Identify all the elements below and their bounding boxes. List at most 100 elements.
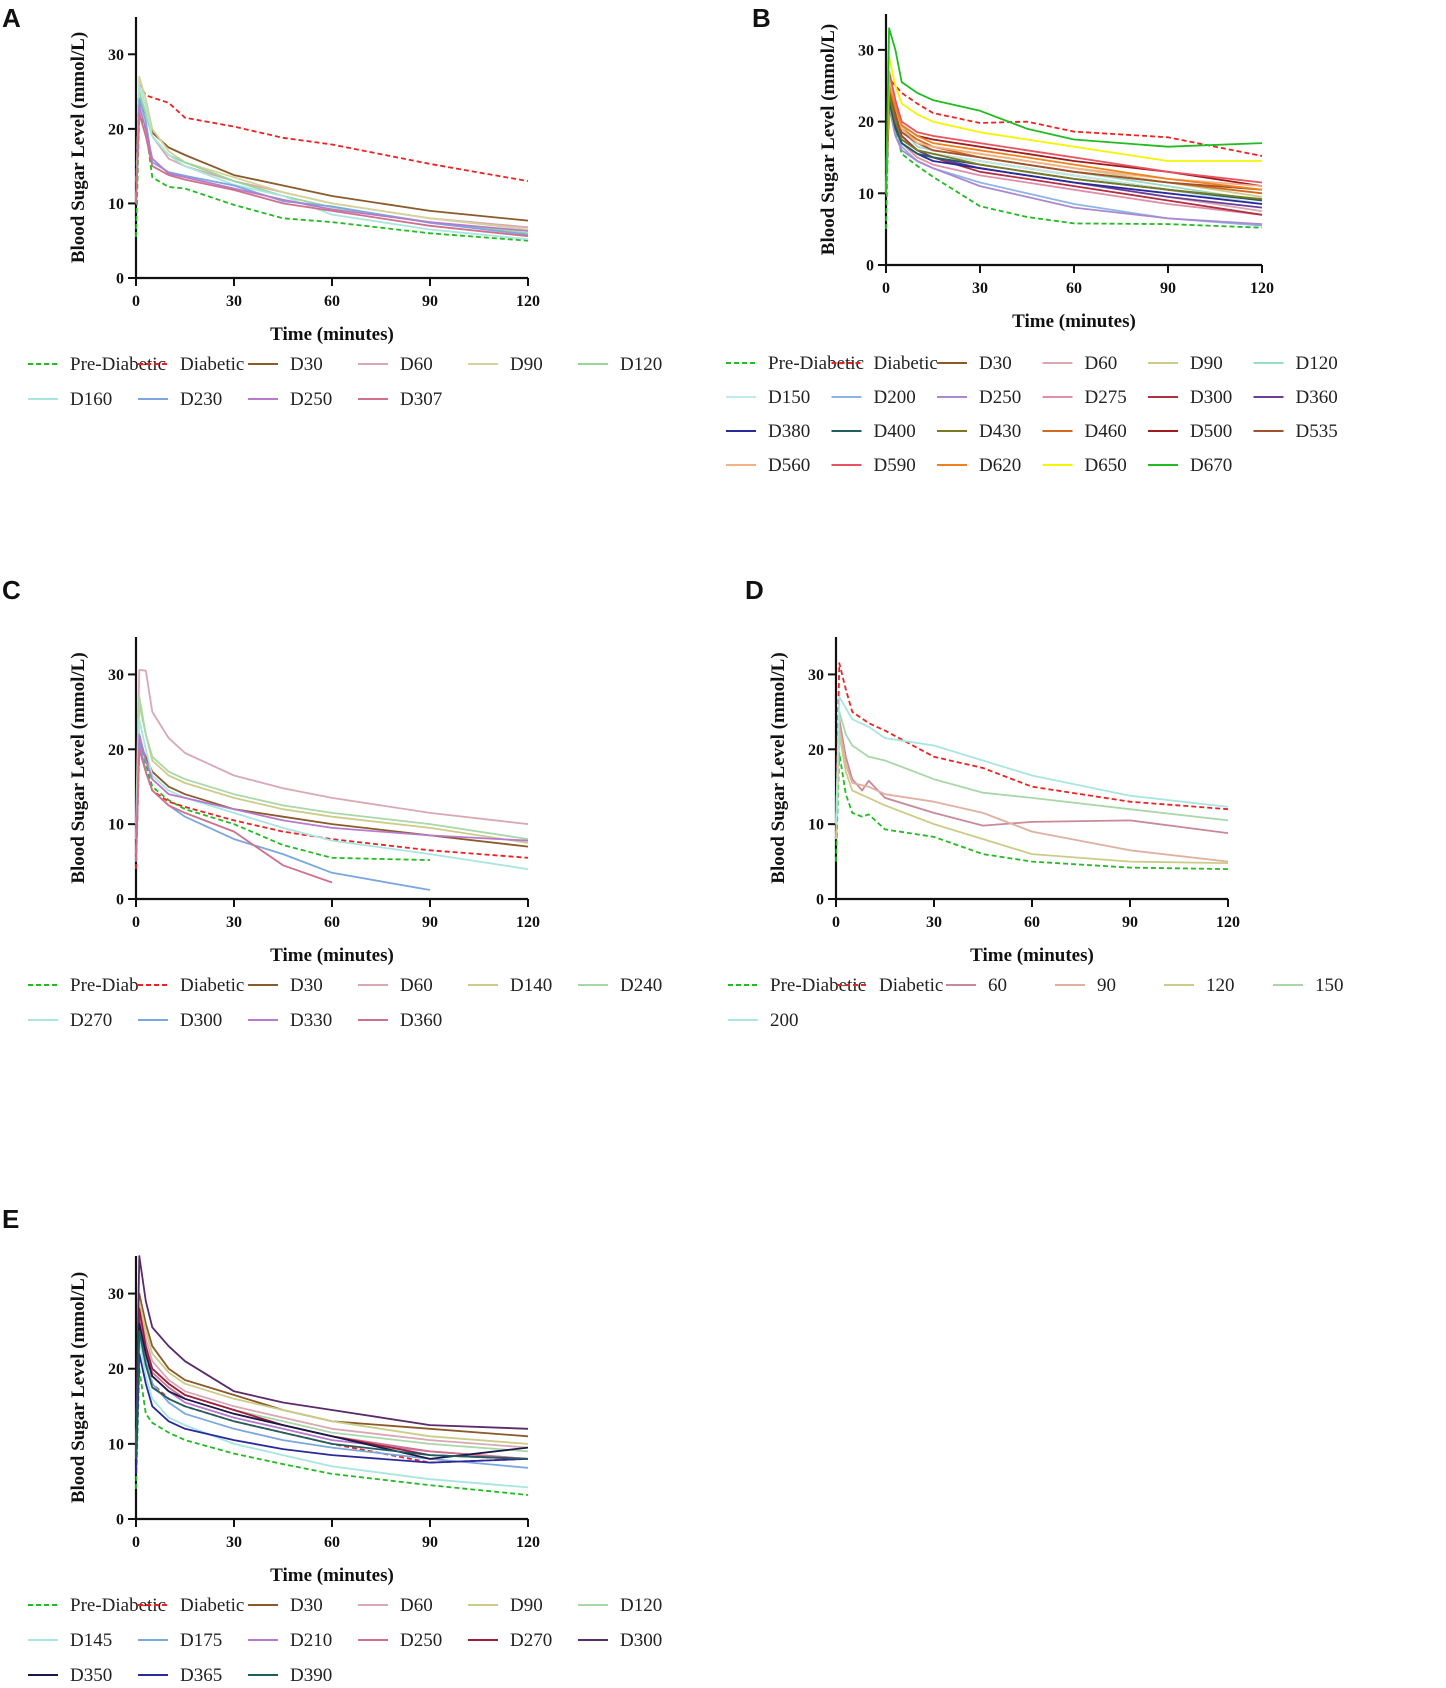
series-line-d230 <box>135 98 529 236</box>
y-tick-label: 10 <box>858 186 874 203</box>
y-tick-label: 0 <box>816 892 824 909</box>
y-tick-label: 0 <box>116 271 124 288</box>
legend-label: D300 <box>180 1010 222 1031</box>
legend-label: Diabetic <box>180 354 244 375</box>
legend-label: D120 <box>620 354 662 375</box>
x-tick-label: 0 <box>132 293 140 310</box>
panel-letter: D <box>745 575 764 605</box>
series-line-d670 <box>885 27 1263 194</box>
x-tick-label: 30 <box>972 280 988 297</box>
x-tick-label: 90 <box>1122 914 1138 931</box>
legend-label: Pre-Diabetic <box>768 353 864 374</box>
x-tick-label: 30 <box>226 293 242 310</box>
series-line-d430 <box>885 92 1263 200</box>
legend-label: 200 <box>770 1010 799 1031</box>
y-axis-title: Blood Sugar Level (mmol/L) <box>68 652 89 883</box>
x-axis-title: Time (minutes) <box>1012 311 1136 332</box>
x-tick-label: 0 <box>832 914 840 931</box>
legend-label: D430 <box>979 421 1021 442</box>
legend-label: D500 <box>1190 421 1232 442</box>
series-line-d365 <box>135 1352 529 1474</box>
panel-letter: B <box>752 3 771 33</box>
legend-label: D590 <box>874 455 916 476</box>
legend-label: Pre-Diabetic <box>770 975 866 996</box>
legend-label: D120 <box>620 1595 662 1616</box>
x-tick-label: 90 <box>422 293 438 310</box>
series-line-d360 <box>135 748 333 884</box>
x-tick-label: 90 <box>422 1534 438 1551</box>
x-tick-label: 30 <box>926 914 942 931</box>
legend-label: D250 <box>290 389 332 410</box>
chart-panel-c: C 0 10 20 30 0 30 60 90 120 Time (minutes) Blood Su… <box>2 575 662 1031</box>
legend-label: D650 <box>1085 455 1127 476</box>
series-line-d650 <box>885 56 1262 194</box>
series-line-60 <box>835 718 1229 834</box>
legend-label: D365 <box>180 1665 222 1686</box>
legend-label: Diabetic <box>879 975 943 996</box>
legend-label: D30 <box>290 1595 323 1616</box>
x-tick-label: 120 <box>516 914 540 931</box>
series-line-d250 <box>135 105 529 232</box>
series-line-d300 <box>135 1255 529 1444</box>
series-line-d240 <box>135 696 529 840</box>
panel-letter: C <box>2 575 21 605</box>
legend-label: D360 <box>1296 387 1338 408</box>
series-line-150 <box>835 711 1229 825</box>
x-axis-title: Time (minutes) <box>970 945 1094 966</box>
x-axis-title: Time (minutes) <box>270 324 394 345</box>
x-tick-label: 90 <box>422 914 438 931</box>
y-tick-label: 0 <box>866 258 874 275</box>
series-line-d330 <box>135 733 529 855</box>
legend-label: Pre-Diabetic <box>70 354 166 375</box>
legend-label: D240 <box>620 975 662 996</box>
legend-label: D300 <box>1190 387 1232 408</box>
series-line-d90 <box>135 1300 529 1445</box>
series-line-120 <box>835 733 1229 864</box>
legend-label: Diabetic <box>180 1595 244 1616</box>
y-tick-label: 30 <box>108 47 124 64</box>
x-tick-label: 30 <box>226 1534 242 1551</box>
y-tick-label: 10 <box>808 817 824 834</box>
legend-label: D30 <box>979 353 1012 374</box>
legend-label: D460 <box>1085 421 1127 442</box>
legend-label: D210 <box>290 1630 332 1651</box>
series-line-d350 <box>135 1322 529 1460</box>
series-line-diabetic <box>135 748 529 870</box>
legend-label: D200 <box>874 387 916 408</box>
legend-label: Diabetic <box>874 353 938 374</box>
legend-label: D120 <box>1296 353 1338 374</box>
legend-label: D250 <box>979 387 1021 408</box>
series-line-d590 <box>885 70 1263 194</box>
x-tick-label: 120 <box>516 293 540 310</box>
series-line-pre-diab <box>135 733 431 862</box>
series-line-d390 <box>135 1330 529 1460</box>
x-axis-title: Time (minutes) <box>270 945 394 966</box>
legend-label: D330 <box>290 1010 332 1031</box>
legend-label: 120 <box>1206 975 1235 996</box>
legend-label: D300 <box>620 1630 662 1651</box>
legend-label: D380 <box>768 421 810 442</box>
y-tick-label: 30 <box>108 1286 124 1303</box>
y-tick-label: 10 <box>108 817 124 834</box>
x-tick-label: 0 <box>132 914 140 931</box>
series-line-d250 <box>885 106 1263 225</box>
y-tick-label: 20 <box>808 742 824 759</box>
x-tick-label: 60 <box>324 1534 340 1551</box>
legend-label: D60 <box>400 975 433 996</box>
legend-label: 150 <box>1315 975 1344 996</box>
legend-label: D60 <box>400 1595 433 1616</box>
chart-panel-a: A 0 10 20 30 0 30 60 90 120 Time (minutes) Blood Su… <box>2 3 662 410</box>
series-line-diabetic <box>885 77 1263 179</box>
legend-label: Pre-Diabetic <box>70 1595 166 1616</box>
x-tick-label: 120 <box>1216 914 1240 931</box>
legend-label: D230 <box>180 389 222 410</box>
y-tick-label: 20 <box>108 121 124 138</box>
x-tick-label: 60 <box>1066 280 1082 297</box>
series-line-90 <box>835 725 1229 863</box>
panel-letter: E <box>2 1204 19 1234</box>
x-tick-label: 60 <box>324 293 340 310</box>
y-axis-title: Blood Sugar Level (mmol/L) <box>68 1272 89 1503</box>
x-tick-label: 90 <box>1160 280 1176 297</box>
legend-label: D90 <box>510 354 543 375</box>
